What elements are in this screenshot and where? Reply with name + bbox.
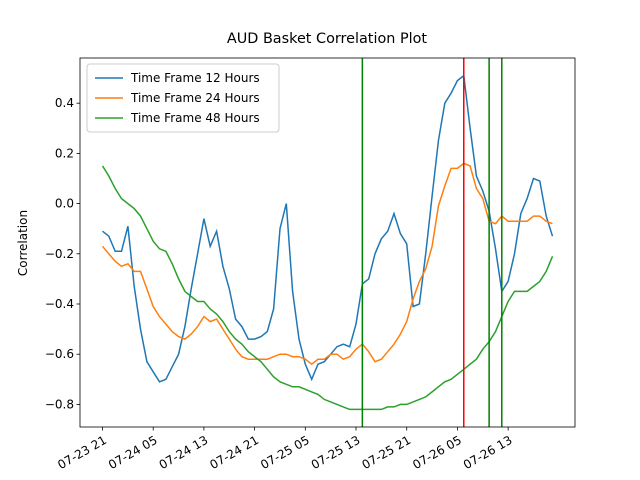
x-tick-label: 07-25 21	[360, 433, 414, 472]
x-tick-label: 07-26 13	[461, 433, 515, 472]
x-tick-label: 07-25 05	[258, 433, 312, 472]
legend-label: Time Frame 12 Hours	[130, 71, 260, 85]
series-line	[101, 165, 554, 411]
x-tick-label: 07-24 21	[207, 433, 261, 472]
y-axis-label: Correlation	[16, 210, 30, 276]
y-tick-label: −0.8	[45, 397, 74, 411]
plot	[101, 58, 554, 427]
x-tick-label: 07-23 21	[55, 433, 109, 472]
legend-box	[86, 63, 280, 133]
y-tick-label: −0.2	[45, 247, 74, 261]
series-line	[102, 74, 554, 383]
legend-label: Time Frame 48 Hours	[130, 111, 260, 125]
series-line	[101, 162, 553, 366]
y-tick-label: 0.0	[55, 197, 74, 211]
y-tick-label: 0.2	[55, 146, 74, 160]
y-tick-label: −0.6	[45, 347, 74, 361]
y-tick-label: 0.4	[55, 96, 74, 110]
legend-label: Time Frame 24 Hours	[130, 91, 260, 105]
x-tick-label: 07-25 13	[309, 433, 363, 472]
x-tick-label: 07-24 05	[106, 433, 160, 472]
axes-frame	[79, 57, 576, 428]
y-tick-label: −0.4	[45, 297, 74, 311]
x-tick-label: 07-26 05	[410, 433, 464, 472]
x-tick-label: 07-24 13	[157, 433, 211, 472]
chart-title: AUD Basket Correlation Plot	[227, 31, 428, 47]
